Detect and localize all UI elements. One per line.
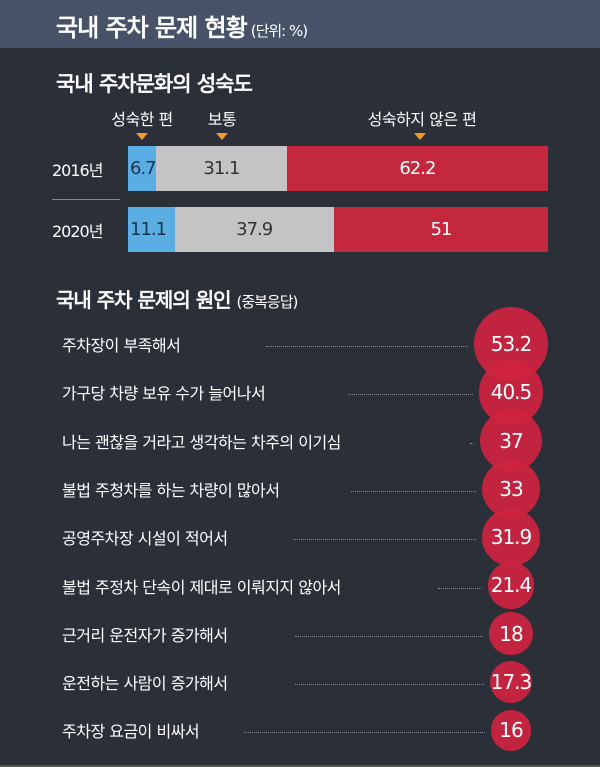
dotted-leader [293,539,477,541]
dotted-leader [295,635,484,637]
dotted-leader [438,587,482,589]
value-bubble: 21.4 [487,562,535,609]
year-label-2016: 2016년 [52,161,103,180]
stacked-bar-2016: 6.7 31.1 62.2 [128,146,548,191]
bar-segment-normal: 31.1 [156,146,287,191]
cause-label: 공영주차장 시설이 적어서 [62,529,228,549]
dotted-leader [351,490,476,492]
value-bubble: 31.9 [482,508,540,566]
dotted-leader [295,684,484,686]
legend-normal: 보통 [207,110,237,129]
arrow-down-icon [216,133,228,140]
causes-chart-title: 국내 주차 문제의 원인 (중복응답) [56,284,298,313]
stacked-bar-2020: 11.1 37.9 51 [128,207,548,252]
cause-label: 주차장 요금이 비싸서 [62,722,200,742]
cause-label: 근거리 운전자가 증가해서 [62,625,228,645]
value-bubble: 33 [481,459,541,519]
cause-label: 가구당 차량 보유 수가 늘어나서 [62,384,266,404]
bottom-border [0,765,600,767]
cause-label: 나는 괜찮을 거라고 생각하는 차주의 이기심 [62,432,341,452]
bar-segment-immature: 62.2 [286,146,548,191]
bar-segment-immature: 51 [333,207,548,252]
causes-note: (중복응답) [236,293,298,311]
unit-label: (단위: %) [250,22,308,40]
value-bubble: 17.3 [489,661,532,704]
header-bar: 국내 주차 문제 현황 (단위: %) [0,0,600,48]
maturity-chart-title: 국내 주차문화의 성숙도 [56,72,253,96]
cause-label: 불법 주청차를 하는 차량이 많아서 [62,480,280,500]
bar-segment-mature: 11.1 [128,207,175,252]
cause-label: 주차장이 부족해서 [62,336,181,355]
cause-label: 불법 주정차 단속이 제대로 이뤄지지 않아서 [62,577,341,597]
divider [52,199,120,200]
page-title: 국내 주차 문제 현황 (단위: %) [56,8,308,43]
dotted-leader [348,394,473,396]
cause-label: 운전하는 사람이 증가해서 [62,674,228,694]
bar-segment-mature: 6.7 [128,146,157,191]
value-bubble: 18 [489,612,533,656]
year-label-2020: 2020년 [52,222,103,241]
legend-mature: 성숙한 편 [111,110,173,129]
bar-segment-normal: 37.9 [174,207,334,252]
dotted-leader [470,442,475,444]
legend-immature: 성숙하지 않은 편 [367,110,477,129]
value-bubble: 16 [490,710,532,751]
arrow-down-icon [414,133,426,140]
arrow-down-icon [136,133,148,140]
causes-title-text: 국내 주차 문제의 원인 [56,288,231,312]
dotted-leader [244,732,485,734]
value-bubble: 37 [480,409,542,472]
dotted-leader [266,346,468,347]
title-text: 국내 주차 문제 현황 [56,14,248,42]
